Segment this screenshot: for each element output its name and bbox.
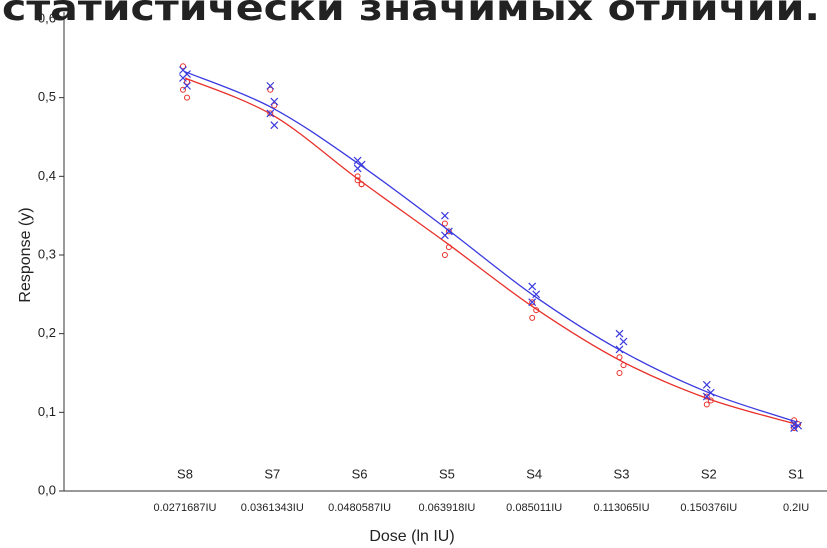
x-dose-label: 0.0361343IU	[241, 502, 304, 514]
x-category-label: S7	[264, 466, 280, 481]
data-point	[616, 370, 623, 376]
y-tick-label: 0,4	[38, 168, 56, 183]
data-point	[440, 231, 449, 240]
data-point	[267, 110, 274, 117]
x-category-label: S3	[614, 466, 630, 481]
data-point	[270, 121, 279, 130]
data-point	[353, 164, 362, 173]
data-point	[794, 421, 803, 430]
x-dose-label: 0.063918IU	[418, 502, 475, 514]
data-point	[445, 228, 452, 235]
y-tick-label: 0,6	[38, 10, 56, 25]
data-point	[702, 380, 711, 389]
y-tick-label: 0,3	[38, 246, 56, 261]
data-point	[183, 81, 191, 90]
data-point	[180, 86, 186, 93]
y-tick-label: 0,5	[38, 89, 56, 104]
data-point	[266, 109, 275, 118]
data-point	[528, 282, 537, 291]
x-dose-label: 0.2IU	[783, 502, 809, 514]
x-category-label: S4	[526, 466, 542, 481]
x-dose-label: 0.085011IU	[506, 502, 562, 514]
data-point	[184, 94, 190, 101]
y-tick-label: 0,1	[38, 404, 56, 419]
data-point	[179, 74, 187, 82]
chart-title: статистически значимых отличий.	[2, 0, 820, 29]
data-point	[271, 102, 278, 109]
data-point	[266, 81, 275, 90]
data-point	[703, 401, 710, 408]
x-dose-label: 0.0271687IU	[154, 502, 217, 514]
y-tick-label: 0,0	[38, 482, 56, 497]
title-background	[0, 0, 827, 12]
data-point	[791, 425, 798, 432]
data-point	[267, 86, 274, 93]
data-point	[702, 392, 711, 401]
data-point	[441, 220, 448, 227]
x-category-label: S5	[439, 466, 455, 481]
data-point	[180, 63, 186, 70]
data-point	[529, 314, 536, 321]
data-point	[615, 329, 624, 338]
data-point	[790, 424, 799, 432]
data-point	[528, 298, 537, 307]
x-dose-label: 0.113065IU	[593, 502, 649, 514]
x-category-label: S1	[788, 466, 804, 481]
x-dose-label: 0.0480587IU	[328, 502, 391, 514]
x-axis-label: Dose (ln IU)	[369, 528, 454, 545]
x-dose-label: 0.150376IU	[680, 502, 737, 514]
data-point	[270, 97, 279, 106]
data-point	[703, 393, 710, 400]
x-category-label: S8	[177, 466, 193, 481]
fit-curve	[184, 71, 797, 423]
data-point	[532, 290, 541, 299]
x-category-label: S6	[352, 466, 368, 481]
y-tick-label: 0,2	[38, 325, 56, 340]
fit-curve	[184, 77, 797, 425]
data-point	[441, 252, 448, 258]
data-point	[529, 299, 536, 306]
data-point	[619, 337, 628, 346]
data-point	[440, 211, 449, 220]
y-axis-label: Response (y)	[17, 207, 34, 302]
x-category-label: S2	[701, 466, 717, 481]
